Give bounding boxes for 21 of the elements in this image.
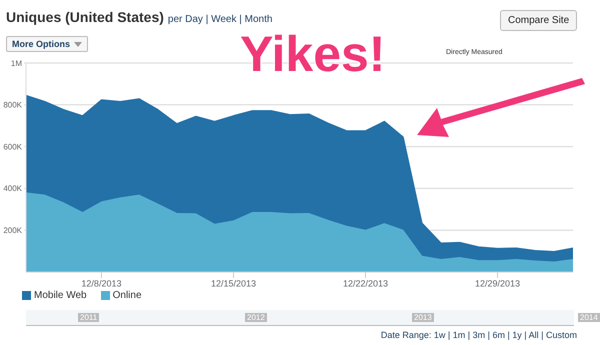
y-tick-label: 600K	[3, 142, 23, 152]
text: 2014	[578, 313, 600, 322]
y-tick-label: 400K	[3, 184, 23, 194]
x-tick-label: 12/22/2013	[342, 278, 388, 288]
x-tick-label: 12/8/2013	[81, 278, 122, 288]
y-tick-label: 1M	[10, 58, 22, 68]
text: 2013	[412, 313, 434, 322]
text: 2012	[245, 313, 267, 322]
legend-label: Online	[112, 290, 142, 301]
y-tick-label: 200K	[3, 226, 23, 236]
annotation: Yikes!	[240, 26, 386, 82]
x-tick-label: 12/15/2013	[210, 278, 256, 288]
text: per Day | Week | Month	[168, 14, 272, 25]
chart-title: Uniques (United States)	[6, 9, 164, 25]
text: 2011	[78, 313, 100, 322]
text: Date Range: 1w | 1m | 3m | 6m | 1y | All | Custom	[380, 330, 577, 340]
x-tick-label: 12/29/2013	[475, 278, 520, 288]
y-tick-label: 800K	[3, 100, 23, 110]
text: More Options	[12, 39, 70, 49]
text: Compare Site	[500, 10, 578, 31]
legend-label: Mobile Web	[34, 290, 87, 301]
